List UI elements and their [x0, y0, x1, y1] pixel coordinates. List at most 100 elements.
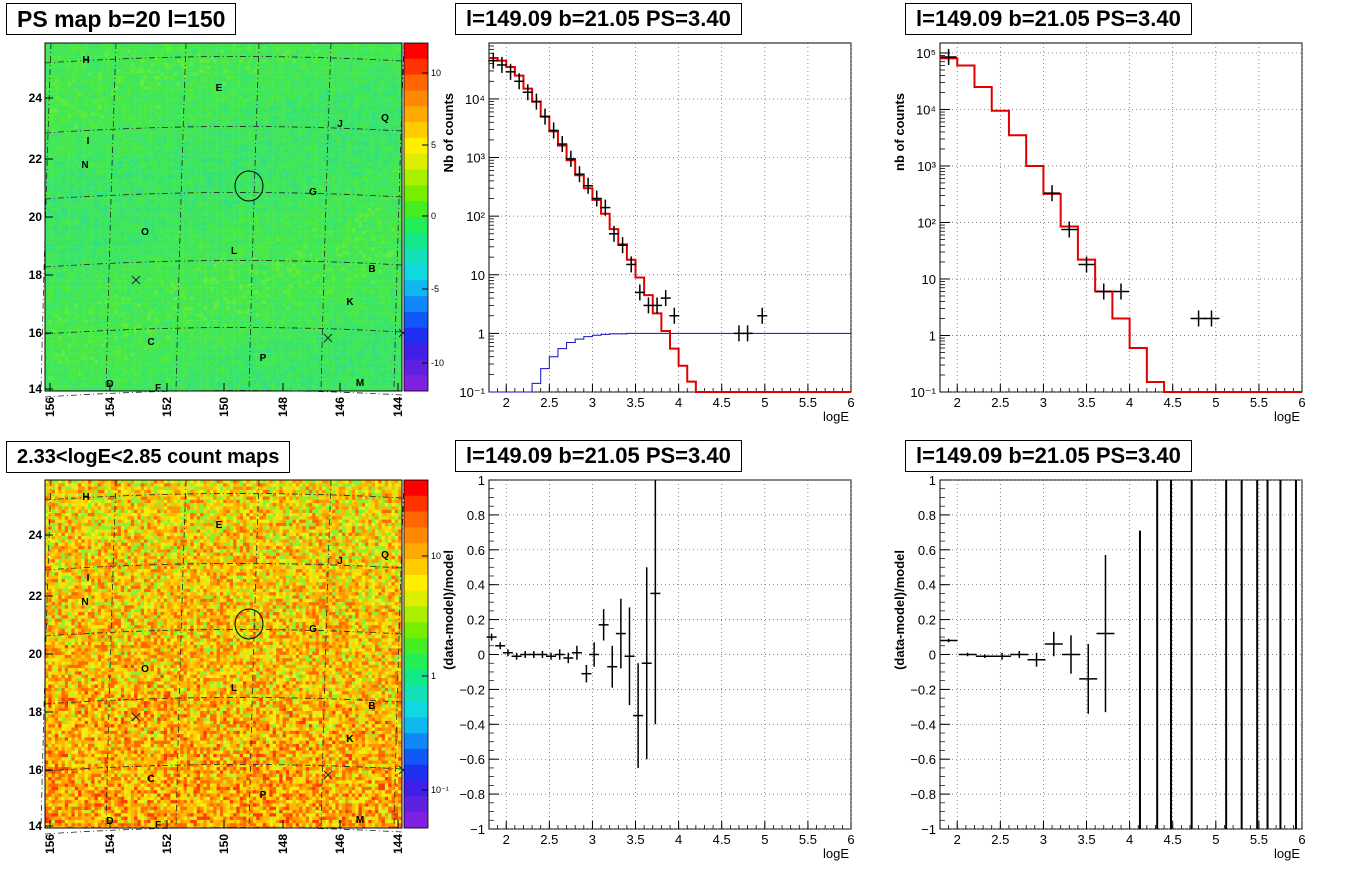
map-cell	[160, 132, 164, 136]
map-cell	[101, 99, 105, 103]
map-cell	[68, 59, 72, 63]
map-cell	[167, 102, 171, 106]
map-cell	[309, 99, 313, 103]
map-cell	[61, 151, 65, 156]
map-cell	[259, 138, 263, 143]
map-cell	[249, 76, 254, 80]
map-cell	[279, 92, 283, 96]
map-cell	[87, 79, 92, 83]
map-cell	[272, 105, 277, 110]
map-cell	[114, 76, 118, 80]
map-cell	[173, 59, 178, 63]
map-cell	[345, 46, 349, 50]
map-cell	[269, 69, 273, 73]
map-cell	[351, 158, 356, 162]
map-cell	[381, 165, 386, 169]
map-cell	[213, 178, 217, 182]
map-cell	[144, 168, 148, 172]
map-cell	[229, 188, 234, 192]
map-cell	[243, 115, 247, 120]
map-cell	[91, 125, 95, 129]
map-cell	[279, 99, 283, 103]
map-cell	[45, 142, 49, 146]
map-cell	[134, 92, 138, 96]
map-cell	[262, 165, 267, 169]
map-cell	[81, 188, 85, 192]
map-cell	[216, 191, 221, 195]
map-cell	[117, 148, 122, 153]
map-cell	[51, 89, 56, 93]
map-cell	[163, 46, 168, 50]
map-cell	[177, 89, 181, 93]
map-cell	[381, 102, 386, 106]
map-cell	[219, 66, 224, 70]
map-cell	[236, 92, 240, 96]
map-cell	[87, 118, 92, 123]
map-cell	[348, 52, 353, 57]
map-cell	[342, 128, 346, 133]
map-cell	[302, 82, 306, 87]
map-cell	[134, 138, 138, 143]
map-cell	[219, 191, 224, 195]
map-cell	[249, 145, 254, 149]
map-cell	[74, 165, 79, 169]
map-cell	[163, 109, 168, 113]
map-cell	[233, 59, 237, 63]
map-cell	[325, 43, 329, 47]
map-cell	[193, 122, 197, 126]
map-cell	[256, 62, 260, 67]
map-cell	[180, 191, 184, 195]
map-cell	[229, 92, 234, 96]
map-cell	[388, 92, 392, 96]
map-cell	[186, 184, 191, 189]
map-cell	[292, 59, 296, 63]
map-cell	[127, 99, 131, 103]
map-cell	[157, 46, 161, 50]
map-cell	[203, 181, 207, 186]
map-cell	[358, 99, 362, 103]
map-cell	[54, 49, 59, 54]
map-cell	[226, 112, 230, 116]
map-cell	[348, 112, 353, 116]
map-cell	[97, 89, 102, 93]
map-cell	[289, 148, 293, 153]
map-cell	[94, 118, 98, 123]
map-cell	[322, 155, 326, 159]
map-cell	[104, 132, 108, 136]
map-cell	[335, 122, 339, 126]
map-cell	[68, 52, 72, 57]
map-cell	[117, 118, 122, 123]
map-cell	[381, 82, 386, 87]
map-cell	[249, 105, 254, 110]
map-cell	[262, 46, 267, 50]
map-cell	[127, 49, 131, 54]
map-cell	[200, 118, 204, 123]
map-cell	[54, 175, 59, 179]
map-cell	[183, 99, 188, 103]
map-cell	[233, 49, 237, 54]
map-cell	[252, 43, 257, 47]
map-cell	[206, 56, 211, 60]
map-cell	[299, 142, 303, 146]
map-cell	[64, 105, 69, 110]
map-cell	[163, 52, 168, 57]
map-cell	[74, 175, 79, 179]
map-cell	[193, 118, 197, 123]
map-cell	[223, 56, 227, 60]
map-cell	[216, 115, 221, 120]
map-cell	[368, 122, 372, 126]
map-cell	[177, 76, 181, 80]
map-cell	[127, 148, 131, 153]
map-cell	[256, 138, 260, 143]
map-cell	[190, 85, 194, 90]
map-cell	[348, 102, 353, 106]
map-cell	[351, 132, 356, 136]
map-cell	[104, 122, 108, 126]
map-cell	[243, 158, 247, 162]
map-cell	[163, 165, 168, 169]
map-cell	[107, 56, 112, 60]
map-cell	[338, 132, 343, 136]
map-cell	[233, 165, 237, 169]
map-cell	[190, 76, 194, 80]
map-cell	[160, 66, 164, 70]
